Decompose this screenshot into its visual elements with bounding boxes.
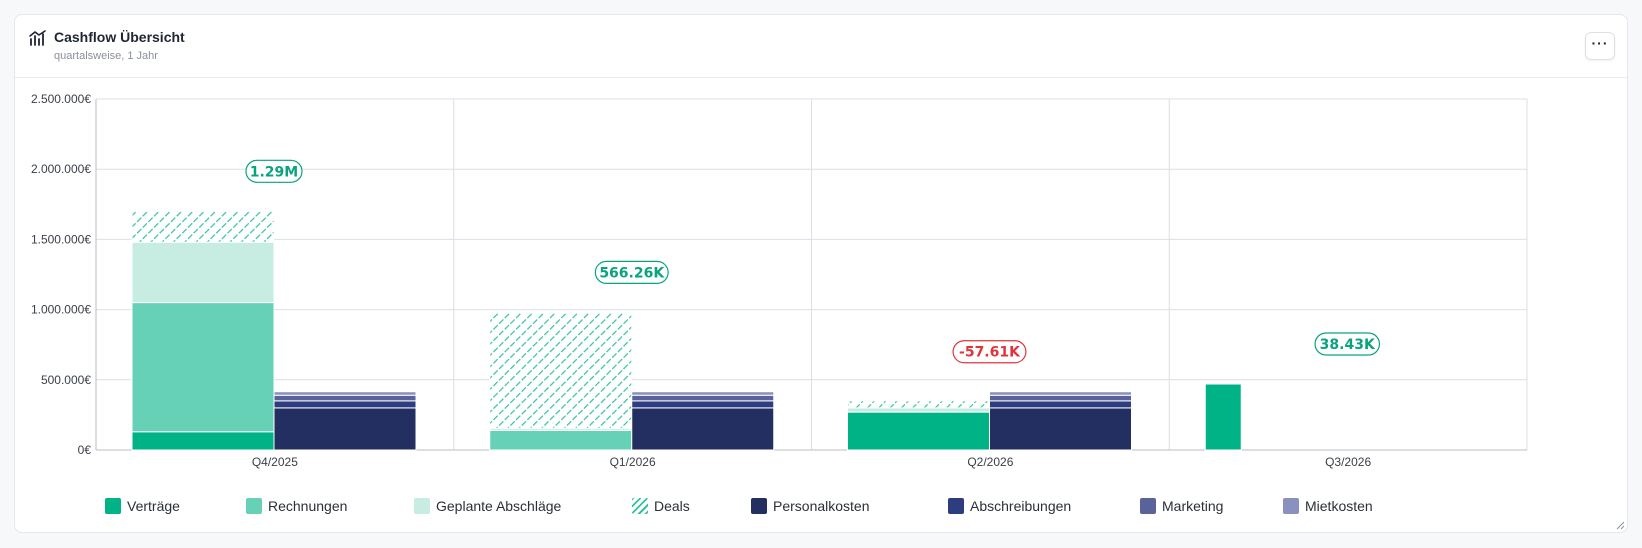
bar-geplante_abschlaege-q0	[131, 241, 275, 304]
x-tick-label: Q1/2026	[610, 455, 656, 469]
bar-mietkosten-q1	[631, 391, 775, 396]
bar-rechnungen-q0	[131, 302, 275, 433]
bar-vertraege-q2	[847, 411, 990, 451]
x-tick-label: Q3/2026	[1325, 455, 1371, 469]
net-value-label: 566.26K	[599, 265, 665, 281]
legend-swatch	[632, 498, 648, 514]
legend-swatch	[1283, 498, 1299, 514]
y-tick-label: 1.000.000€	[31, 303, 91, 317]
legend-label: Mietkosten	[1305, 498, 1373, 514]
y-tick-label: 1.500.000€	[31, 232, 91, 246]
bar-vertraege-q0	[131, 431, 275, 451]
legend-item-abschreibungen[interactable]: Abschreibungen	[948, 498, 1071, 514]
x-tick-label: Q2/2026	[967, 455, 1013, 469]
legend-label: Marketing	[1162, 498, 1224, 514]
cashflow-chart: 0€ 500.000€ 1.000.000€ 1.500.000€ 2.000.000€…	[31, 92, 1528, 469]
legend-label: Deals	[654, 498, 690, 514]
bar-abschreibungen-q2	[989, 400, 1132, 409]
legend-swatch	[246, 498, 262, 514]
bar-abschreibungen-q0	[273, 400, 417, 409]
legend-swatch	[948, 498, 964, 514]
resize-handle-icon[interactable]	[1615, 520, 1625, 530]
net-value-badge	[952, 340, 1027, 364]
chart-icon	[29, 30, 46, 46]
legend-label: Rechnungen	[268, 498, 348, 514]
legend-item-rechnungen[interactable]: Rechnungen	[246, 498, 347, 514]
bar-mietkosten-q0	[273, 391, 417, 396]
legend-label: Verträge	[127, 498, 180, 514]
bar-abschreibungen-q1	[631, 400, 775, 409]
net-value-label: 38.43K	[1320, 337, 1376, 353]
legend-label: Personalkosten	[773, 498, 870, 514]
bar-marketing-q1	[631, 394, 775, 402]
bar-deals-q0	[131, 210, 275, 243]
legend-swatch	[105, 498, 121, 514]
bar-marketing-q2	[989, 394, 1132, 402]
bar-vertraege-q3	[1204, 383, 1242, 451]
legend-item-mietkosten[interactable]: Mietkosten	[1283, 498, 1373, 514]
net-value-label: 1.29M	[250, 164, 298, 180]
bar-geplante_abschlaege-q2	[847, 407, 990, 413]
legend-swatch	[751, 498, 767, 514]
bar-mietkosten-q2	[989, 391, 1132, 396]
bar-personalkosten-q1	[631, 407, 775, 451]
net-value-badge	[1314, 332, 1381, 356]
bar-personalkosten-q0	[273, 407, 417, 451]
net-value-badge	[594, 260, 669, 285]
legend-swatch	[414, 498, 430, 514]
y-tick-label: 2.000.000€	[31, 162, 91, 176]
bar-deals-q2	[847, 400, 990, 409]
legend-label: Abschreibungen	[970, 498, 1072, 514]
legend-item-deals[interactable]: Deals	[632, 498, 690, 514]
legend-item-personalkosten[interactable]: Personalkosten	[751, 498, 870, 514]
bar-deals-q1	[489, 311, 633, 429]
y-tick-label: 2.500.000€	[31, 92, 91, 106]
legend-item-vertraege[interactable]: Verträge	[105, 498, 180, 514]
net-value-badge	[245, 159, 303, 183]
card-header: Cashflow Übersicht quartalsweise, 1 Jahr…	[15, 15, 1627, 78]
y-tick-label: 0€	[78, 443, 92, 457]
y-tick-label: 500.000€	[41, 373, 91, 387]
legend-item-geplante_abschlaege[interactable]: Geplante Abschläge	[414, 498, 561, 514]
card-title: Cashflow Übersicht	[54, 29, 185, 45]
bar-rechnungen-q1	[489, 429, 633, 451]
x-tick-label: Q4/2025	[252, 455, 298, 469]
legend-label: Geplante Abschläge	[436, 498, 562, 514]
more-options-button[interactable]: ···	[1585, 32, 1615, 60]
card-subtitle: quartalsweise, 1 Jahr	[54, 50, 158, 62]
bar-personalkosten-q2	[989, 407, 1132, 451]
legend-item-marketing[interactable]: Marketing	[1140, 498, 1223, 514]
legend-swatch	[1140, 498, 1156, 514]
cashflow-card: Cashflow Übersicht quartalsweise, 1 Jahr…	[14, 14, 1628, 533]
net-value-label: -57.61K	[959, 345, 1021, 361]
bar-marketing-q0	[273, 394, 417, 402]
